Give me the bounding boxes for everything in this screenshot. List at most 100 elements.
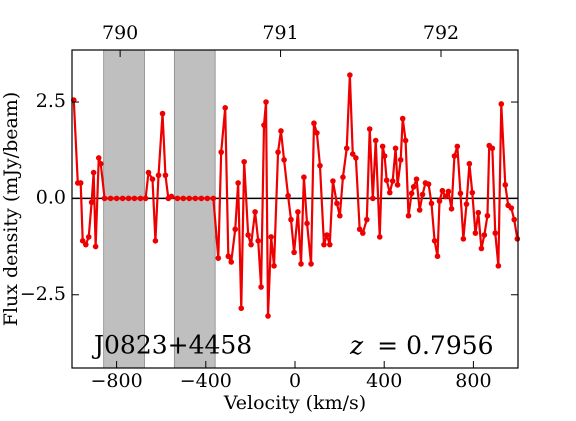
data-point (218, 149, 224, 155)
data-point (125, 195, 132, 202)
data-point (419, 191, 426, 198)
data-point (379, 143, 386, 150)
y-axis-label: Flux density (mJy/beam) (0, 92, 22, 326)
data-point (454, 143, 461, 150)
data-point (495, 263, 502, 269)
data-point (235, 180, 241, 186)
annotation-symbol: z (349, 331, 364, 360)
data-point (119, 195, 126, 202)
data-point (85, 234, 92, 240)
data-point (168, 193, 175, 200)
data-point (343, 145, 350, 152)
data-point (434, 253, 441, 260)
data-point (149, 176, 156, 182)
data-point (359, 230, 366, 236)
data-point (131, 195, 138, 202)
data-point (215, 255, 222, 261)
data-point (232, 226, 239, 233)
data-point (268, 234, 274, 240)
data-point (484, 212, 491, 219)
annotation: J0823+4458 (91, 331, 252, 360)
data-point (376, 234, 383, 240)
data-point (321, 241, 327, 248)
data-point (492, 230, 499, 236)
data-point (334, 200, 340, 207)
data-point (301, 174, 307, 180)
data-point (439, 187, 446, 194)
data-point (159, 110, 166, 117)
annotation-text: = 0.7956 (377, 331, 493, 360)
data-point (248, 241, 254, 248)
data-point (79, 238, 86, 244)
data-point (370, 195, 376, 202)
data-point (366, 126, 373, 132)
data-point (466, 160, 473, 167)
data-point (152, 238, 159, 244)
data-point (405, 212, 412, 219)
data-point (389, 178, 396, 184)
data-point (77, 180, 84, 186)
data-point (252, 209, 258, 215)
data-point (174, 195, 181, 202)
y-tick-label: 0.0 (36, 186, 66, 208)
data-point (448, 206, 455, 212)
data-point (95, 155, 102, 161)
x-tick-label: −400 (180, 370, 232, 392)
data-point (399, 115, 406, 122)
data-point (241, 158, 247, 165)
data-point (113, 195, 120, 202)
data-point (326, 241, 333, 248)
data-point (281, 157, 287, 163)
data-point (364, 216, 370, 223)
annotation: z = 0.7956 (349, 331, 494, 360)
data-point (317, 162, 323, 169)
data-point (475, 209, 482, 216)
data-point (463, 201, 470, 207)
data-point (514, 236, 521, 242)
data-point (198, 195, 205, 202)
data-point (245, 232, 251, 238)
data-point (101, 195, 108, 202)
data-point (192, 195, 199, 202)
y-tick-label: 2.5 (36, 90, 66, 112)
data-point (330, 178, 336, 184)
data-point (337, 212, 343, 219)
data-point (291, 249, 297, 256)
plot-area: 2.5 0.0 −2.5 −800 −400 0 400 800 790 791 792 (20, 22, 521, 392)
data-point (402, 137, 409, 144)
data-point (372, 137, 379, 144)
x-tick-label: 800 (455, 370, 491, 392)
data-point (142, 195, 149, 202)
data-point (255, 238, 262, 244)
data-point (431, 238, 438, 244)
data-point (258, 284, 264, 290)
data-point (428, 200, 435, 207)
data-point (460, 236, 467, 242)
data-point (304, 220, 310, 227)
data-point (186, 195, 193, 202)
data-point (356, 226, 363, 233)
data-point (508, 205, 515, 211)
data-point (381, 153, 388, 159)
data-point (92, 243, 99, 250)
data-point (394, 182, 401, 188)
data-point (263, 99, 269, 105)
data-point (436, 198, 443, 204)
data-point (445, 188, 452, 195)
data-point (295, 209, 301, 215)
data-point (408, 190, 415, 197)
data-point (298, 261, 304, 267)
data-point (311, 120, 317, 127)
data-point (347, 72, 353, 78)
y-tick-label: −2.5 (20, 283, 66, 305)
data-point (457, 190, 464, 197)
data-point (478, 245, 485, 252)
data-point (288, 216, 294, 223)
x2-tick-label: 791 (262, 22, 298, 44)
data-point (472, 230, 479, 236)
data-point (238, 305, 245, 312)
x-tick-label: 400 (366, 370, 402, 392)
data-point (498, 101, 505, 107)
data-point (88, 199, 95, 206)
data-point (228, 259, 235, 265)
